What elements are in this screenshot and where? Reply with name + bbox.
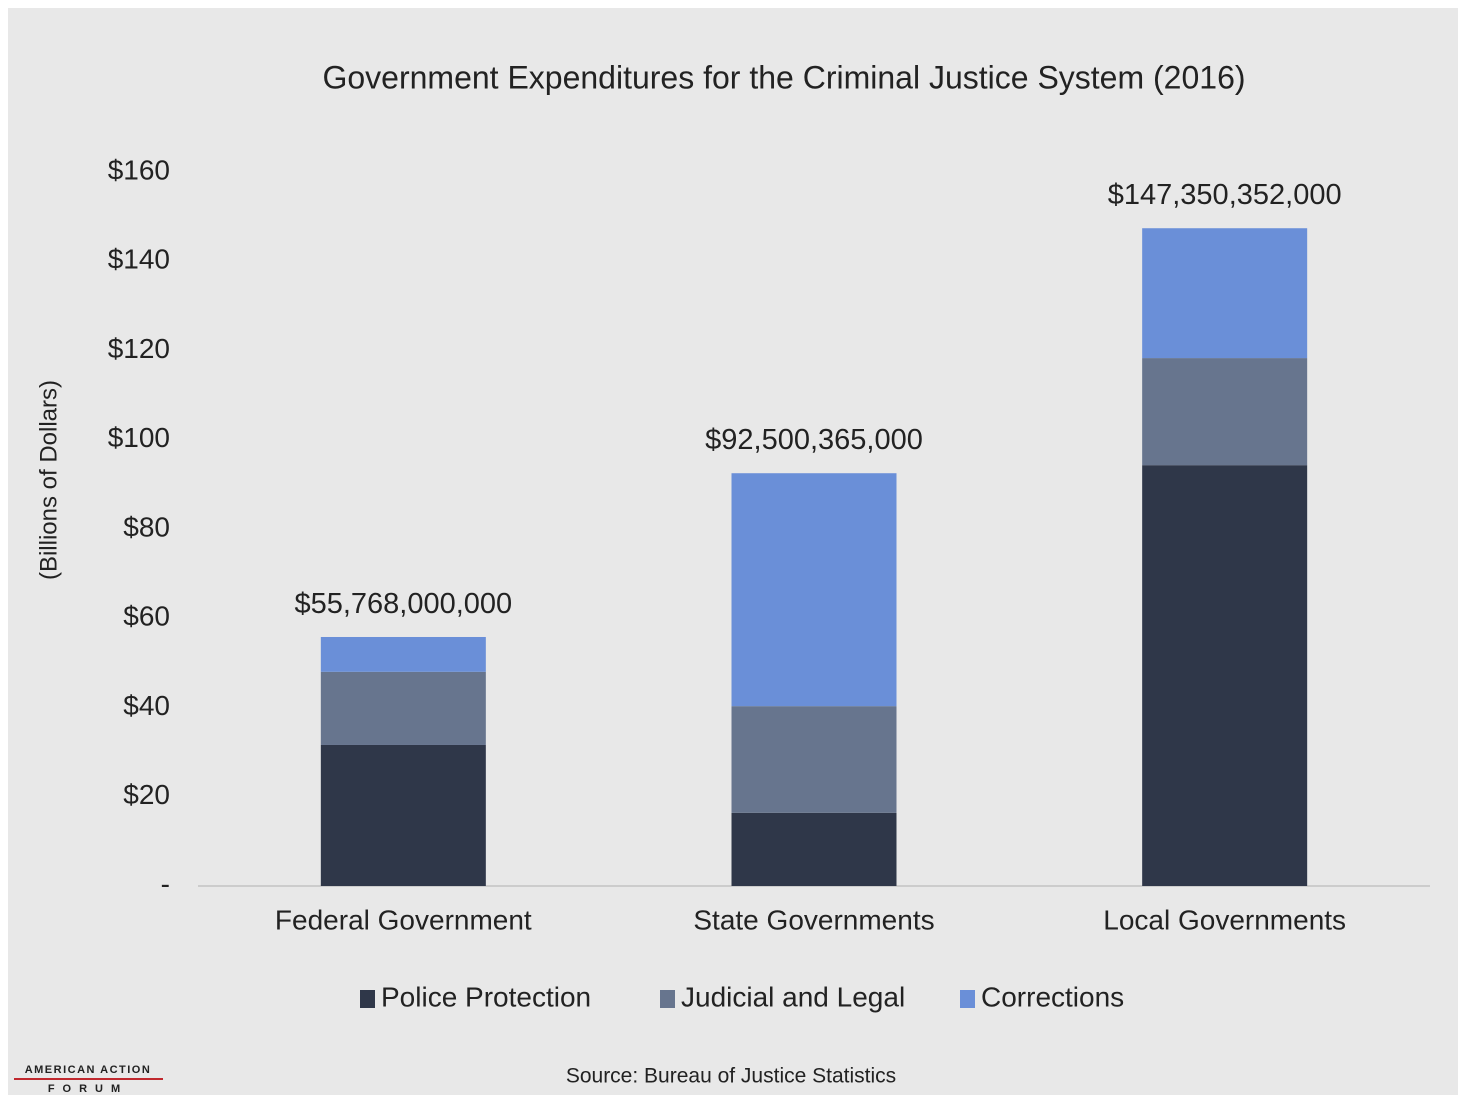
bar-segment (731, 706, 897, 813)
chart-title: Government Expenditures for the Criminal… (322, 59, 1245, 95)
legend-label: Police Protection (381, 981, 591, 1012)
legend-swatch (960, 990, 975, 1008)
bar-segment (320, 636, 486, 672)
y-tick-label: - (161, 868, 170, 899)
y-tick-label: $100 (108, 422, 170, 453)
bar-segment (320, 744, 486, 886)
y-tick-label: $140 (108, 244, 170, 275)
x-tick-label: Federal Government (275, 904, 532, 935)
y-tick-label: $80 (123, 511, 170, 542)
total-label: $147,350,352,000 (1108, 179, 1342, 211)
total-label: $55,768,000,000 (294, 588, 512, 620)
x-tick-label: Local Governments (1103, 904, 1346, 935)
source: Source: Bureau of Justice Statistics (566, 1065, 896, 1088)
bar-segment (320, 671, 486, 745)
bar-segment (1142, 358, 1308, 466)
y-axis-label: (Billions of Dollars) (35, 380, 62, 580)
y-tick-label: $120 (108, 333, 170, 364)
y-tick-label: $160 (108, 154, 170, 185)
x-tick-label: State Governments (693, 904, 934, 935)
bar-segment (731, 812, 897, 886)
y-tick-label: $40 (123, 690, 170, 721)
y-tick-label: $20 (123, 779, 170, 810)
bar-segment (1142, 228, 1308, 359)
total-label: $92,500,365,000 (705, 424, 923, 456)
logo-line2: FORUM (48, 1083, 128, 1095)
y-tick-label: $60 (123, 601, 170, 632)
logo-line1: AMERICAN ACTION (25, 1064, 152, 1076)
legend-label: Judicial and Legal (681, 981, 905, 1012)
bar-segment (731, 473, 897, 707)
legend-swatch (360, 990, 375, 1008)
legend-swatch (660, 990, 675, 1008)
legend-label: Corrections (981, 981, 1124, 1012)
bar-segment (1142, 465, 1308, 886)
